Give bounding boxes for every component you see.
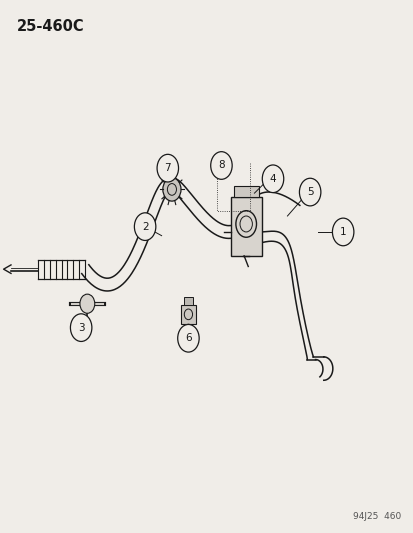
Circle shape — [332, 218, 353, 246]
Bar — [230, 197, 261, 256]
Bar — [233, 185, 258, 197]
Text: 94J25  460: 94J25 460 — [352, 512, 400, 521]
Text: 2: 2 — [142, 222, 148, 232]
Circle shape — [162, 177, 180, 201]
Bar — [184, 297, 192, 305]
Circle shape — [70, 314, 92, 342]
Text: 25-460C: 25-460C — [17, 19, 85, 34]
Circle shape — [85, 319, 90, 326]
Circle shape — [134, 213, 155, 240]
Text: 3: 3 — [78, 322, 84, 333]
Text: 5: 5 — [306, 187, 313, 197]
Text: 8: 8 — [218, 160, 224, 171]
Circle shape — [299, 178, 320, 206]
Circle shape — [80, 294, 95, 313]
Circle shape — [177, 325, 199, 352]
Circle shape — [262, 165, 283, 192]
Circle shape — [157, 155, 178, 182]
Text: 6: 6 — [185, 333, 191, 343]
Bar — [180, 305, 195, 324]
Text: 1: 1 — [339, 227, 346, 237]
Text: 7: 7 — [164, 163, 171, 173]
Circle shape — [210, 152, 232, 179]
Text: 4: 4 — [269, 174, 275, 184]
